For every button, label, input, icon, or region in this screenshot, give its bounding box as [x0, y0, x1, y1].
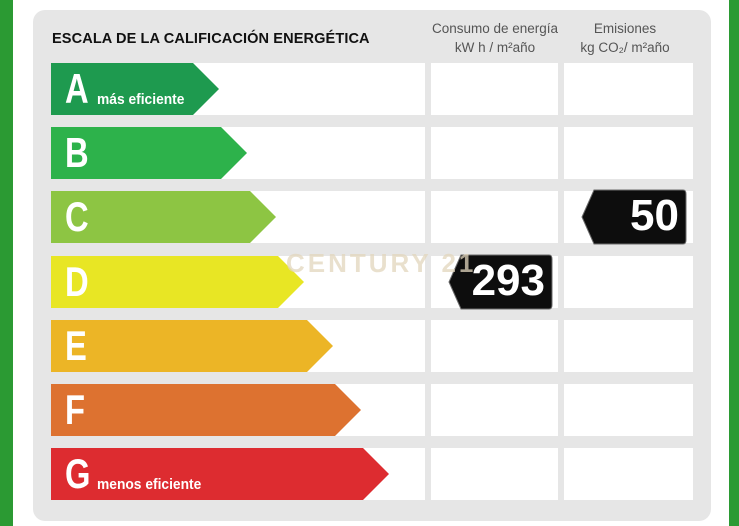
right-border-gap: [724, 0, 729, 526]
watermark: CENTURY 21: [286, 248, 477, 278]
emissions-column-header: Emisiones kg CO₂/ m²año: [560, 19, 690, 57]
left-border: [0, 0, 13, 526]
rating-letter-a: A: [65, 65, 89, 112]
emissions-cell-f: [564, 384, 693, 436]
consumption-header-unit: kW h / m²año: [454, 40, 536, 55]
rating-letter-c: C: [65, 193, 89, 240]
rating-arrow-shape-d: [51, 256, 304, 308]
rating-arrow-f: F: [51, 384, 361, 436]
emissions-value-badge-shape: [581, 189, 687, 245]
rating-arrow-c: C: [51, 191, 276, 243]
rating-letter-f: F: [65, 386, 86, 433]
emissions-cell-g: [564, 448, 693, 500]
consumption-cell-g: [431, 448, 558, 500]
rating-letter-g: G: [65, 450, 91, 497]
consumption-value-badge-value: 293: [471, 256, 545, 305]
emissions-value-badge-value: 50: [630, 191, 679, 240]
rating-letter-e: E: [65, 322, 87, 369]
rating-letter-d: D: [65, 258, 89, 305]
rating-arrow-b: B: [51, 127, 247, 179]
rating-arrow-shape-c: [51, 191, 276, 243]
rating-arrow-shape-g: [51, 448, 389, 500]
rating-arrow-shape-e: [51, 320, 333, 372]
rating-arrow-shape-b: [51, 127, 247, 179]
emissions-value-badge: 50: [580, 188, 687, 245]
emissions-cell-e: [564, 320, 693, 372]
consumption-column-header: Consumo de energía kW h / m²año: [430, 19, 560, 57]
consumption-cell-c: [431, 191, 558, 243]
emissions-header-unit: kg CO₂/ m²año: [580, 40, 670, 55]
rating-label-g: menos eficiente: [97, 476, 202, 493]
emissions-cell-b: [564, 127, 693, 179]
consumption-cell-b: [431, 127, 558, 179]
consumption-value-badge-shape: [448, 254, 553, 310]
rating-arrow-shape-f: [51, 384, 361, 436]
consumption-value-badge: 293: [447, 253, 553, 310]
consumption-cell-f: [431, 384, 558, 436]
consumption-cell-e: [431, 320, 558, 372]
emissions-header-line1: Emisiones: [593, 21, 657, 36]
consumption-header-line1: Consumo de energía: [431, 21, 559, 36]
consumption-cell-a: [431, 63, 558, 115]
rating-letter-b: B: [65, 129, 89, 176]
right-border: [729, 0, 739, 526]
emissions-cell-d: [564, 256, 693, 308]
rating-arrow-e: E: [51, 320, 333, 372]
emissions-cell-a: [564, 63, 693, 115]
rating-arrow-shape-a: [51, 63, 219, 115]
rating-label-a: más eficiente: [97, 91, 185, 108]
energy-scale-title: ESCALA DE LA CALIFICACIÓN ENERGÉTICA: [52, 30, 370, 47]
rating-arrow-d: D: [51, 256, 304, 308]
